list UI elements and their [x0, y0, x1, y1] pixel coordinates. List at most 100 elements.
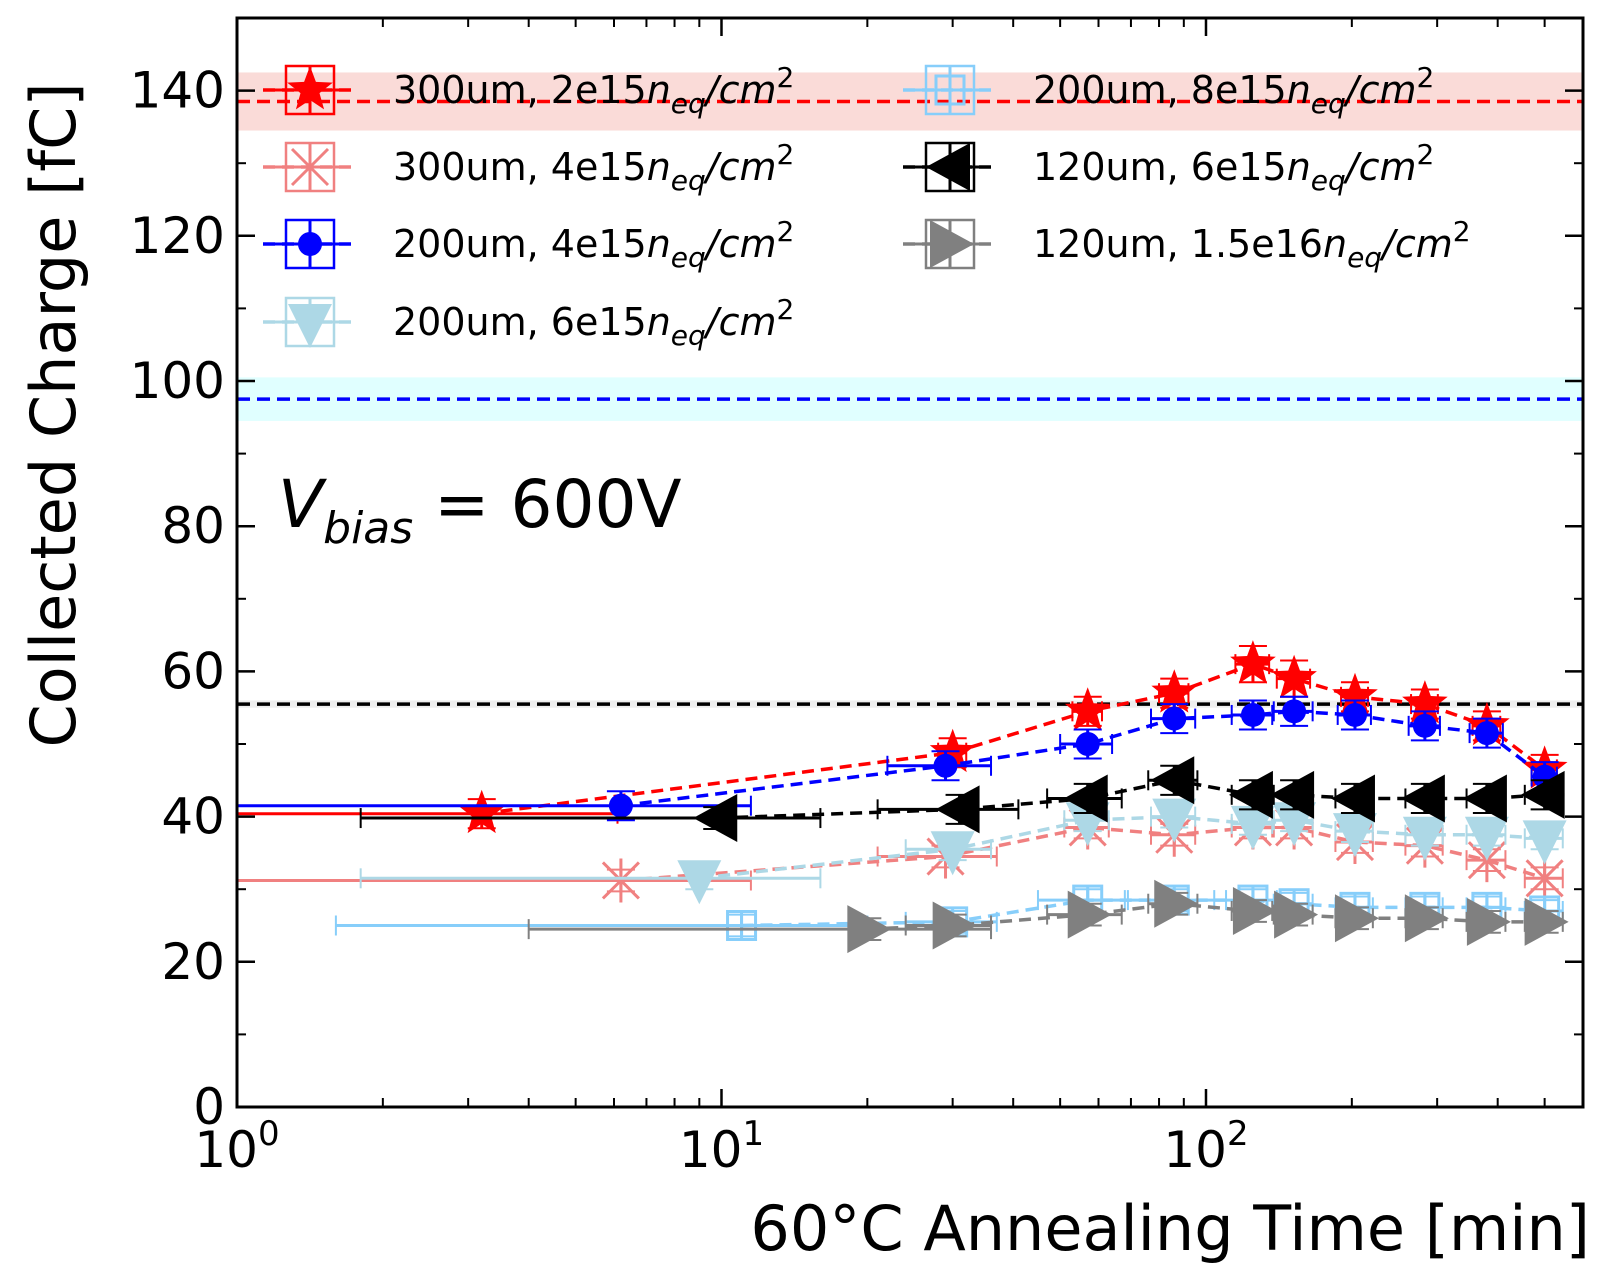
- series-200um-4e15neq-cm2-marker-8: [1474, 721, 1499, 746]
- legend-entry-300um-2e15neq-cm2-n: n: [647, 68, 671, 112]
- legend-entry-200um-4e15neq-cm2-errbox: [284, 218, 336, 270]
- series-300um-2e15neq-cm2-marker-7: [1402, 680, 1448, 724]
- series-120um-1-5e16neq-cm2-marker-5: [1274, 890, 1319, 939]
- legend-entry-200um-8e15neq-cm2: 200um, 8e15neq/cm2: [903, 61, 1434, 120]
- y-tick-label-120: 120: [130, 207, 225, 265]
- series-200um-6e15neq-cm2-marker-3: [1152, 798, 1197, 843]
- x-tick-base: 10: [194, 1121, 258, 1179]
- series-120um-6e15neq-cm2-marker-3: [1150, 756, 1195, 805]
- series-200um-4e15neq-cm2-marker-6: [1342, 702, 1367, 727]
- series-200um-6e15neq-cm2-marker-6: [1332, 813, 1377, 858]
- legend-entry-120um-1-5e16neq-cm2-n: n: [1323, 222, 1347, 266]
- legend-entry-300um-4e15neq-cm2-label: 300um, 4e15neq/cm2: [393, 138, 794, 197]
- series-120um-6e15neq-cm2-marker-0: [693, 794, 738, 843]
- y-axis-label: Collected Charge [fC]: [17, 82, 90, 747]
- series-200um-4e15neq-cm2-marker-3: [1162, 706, 1187, 731]
- legend-entry-200um-6e15neq-cm2-unit: /cm: [703, 300, 777, 344]
- series-200um-6e15neq-cm2-marker-9: [1522, 820, 1567, 865]
- bias-v: V: [278, 466, 327, 543]
- legend-entry-300um-2e15neq-cm2-prefix: 300um, 2e15: [393, 68, 647, 112]
- series-200um-4e15neq-cm2-marker-0: [608, 793, 633, 818]
- bias-value: = 600V: [413, 466, 681, 543]
- x-tick-base: 10: [1163, 1121, 1227, 1179]
- x-axis-label: 60°C Annealing Time [min]: [750, 1192, 1590, 1265]
- legend-entry-120um-1-5e16neq-cm2-superscript: 2: [1453, 215, 1471, 248]
- series-120um-1-5e16neq-cm2-marker-9: [1524, 897, 1569, 946]
- series-120um-1-5e16neq-cm2-marker-2: [1067, 890, 1112, 939]
- bias-subscript: bias: [323, 503, 413, 554]
- series-120um-6e15neq-cm2-marker-1: [935, 785, 980, 834]
- series-300um-2e15neq-cm2-marker-4: [1230, 640, 1276, 684]
- series-120um-1-5e16neq-cm2-marker-1: [932, 901, 977, 950]
- series-200um-4e15neq-cm2-marker-7: [1412, 713, 1437, 738]
- series-300um-2e15neq-cm2-marker-2: [1064, 687, 1111, 731]
- y-tick-label-60: 60: [161, 642, 225, 700]
- legend-entry-120um-6e15neq-cm2-prefix: 120um, 6e15: [1033, 145, 1287, 189]
- series-120um-6e15neq-cm2-marker-6: [1330, 774, 1375, 823]
- legend-entry-200um-8e15neq-cm2-subscript: eq: [1311, 87, 1346, 120]
- legend-entry-120um-6e15neq-cm2-marker: [926, 143, 970, 191]
- legend-entry-200um-6e15neq-cm2-label: 200um, 6e15neq/cm2: [393, 293, 794, 352]
- legend-entry-200um-6e15neq-cm2-marker: [288, 304, 332, 348]
- legend-entry-200um-6e15neq-cm2-superscript: 2: [777, 293, 795, 326]
- legend-entry-120um-1-5e16neq-cm2-unit: /cm: [1379, 222, 1453, 266]
- legend-entry-120um-6e15neq-cm2-unit: /cm: [1343, 145, 1417, 189]
- series-300um-2e15neq-cm2-marker-6: [1332, 672, 1378, 717]
- x-tick-exponent: 0: [258, 1114, 280, 1154]
- legend-entry-300um-4e15neq-cm2-unit: /cm: [703, 145, 777, 189]
- series-200um-6e15neq-cm2-marker-4: [1230, 805, 1275, 850]
- series-120um-6e15neq-cm2-marker-5: [1270, 770, 1315, 819]
- series-120um-1-5e16neq-cm2-marker-3: [1154, 879, 1199, 928]
- series-300um-2e15neq-cm2-marker-5: [1271, 654, 1317, 699]
- series-300um-2e15neq-cm2-marker-3: [1151, 669, 1198, 713]
- legend-entry-120um-1-5e16neq-cm2-marker: [930, 220, 974, 268]
- series-200um-4e15neq-cm2-marker-5: [1282, 699, 1307, 724]
- legend-entry-200um-4e15neq-cm2-superscript: 2: [777, 215, 795, 248]
- legend-entry-200um-6e15neq-cm2-prefix: 200um, 6e15: [393, 300, 647, 344]
- series-200um-4e15neq-cm2-marker-1: [933, 753, 958, 778]
- series-120um-6e15neq-cm2-marker-4: [1228, 770, 1273, 819]
- y-tick-label-20: 20: [161, 933, 225, 991]
- legend-entry-120um-6e15neq-cm2: 120um, 6e15neq/cm2: [903, 138, 1434, 197]
- y-tick-label-80: 80: [161, 497, 225, 555]
- series-200um-8e15neq-cm2-line: [741, 898, 1545, 928]
- legend-entry-300um-4e15neq-cm2-superscript: 2: [777, 138, 795, 171]
- legend-entry-200um-8e15neq-cm2-marker: [934, 74, 966, 106]
- legend-entry-300um-4e15neq-cm2-errbox: [284, 141, 336, 193]
- series-200um-6e15neq-cm2-marker-8: [1464, 816, 1509, 861]
- series-300um-2e15neq-cm2-line: [481, 662, 1546, 816]
- x-tick-exponent: 1: [742, 1114, 764, 1154]
- series-120um-6e15neq-cm2: [359, 756, 1565, 843]
- legend-entry-120um-6e15neq-cm2-superscript: 2: [1417, 138, 1435, 171]
- legend-entry-200um-4e15neq-cm2-n: n: [647, 222, 671, 266]
- y-tick-label-40: 40: [161, 788, 225, 846]
- y-tick-label-140: 140: [130, 62, 225, 120]
- series-200um-4e15neq-cm2-line: [620, 709, 1546, 808]
- legend-entry-300um-4e15neq-cm2: 300um, 4e15neq/cm2: [263, 138, 794, 197]
- series-120um-6e15neq-cm2-marker-7: [1400, 774, 1445, 823]
- series-300um-2e15neq-cm2-marker-0: [458, 789, 505, 834]
- series-120um-1-5e16neq-cm2-marker-7: [1404, 894, 1449, 943]
- legend-entry-200um-8e15neq-cm2-errbox: [924, 64, 976, 116]
- y-tick-label-100: 100: [130, 352, 225, 410]
- legend-entry-120um-1-5e16neq-cm2-subscript: eq: [1347, 241, 1382, 274]
- series-300um-4e15neq-cm2-marker-0: [601, 858, 640, 903]
- x-tick-label-100: 102: [1163, 1114, 1248, 1179]
- x-tick-exponent: 2: [1227, 1114, 1249, 1154]
- legend-entry-200um-4e15neq-cm2-label: 200um, 4e15neq/cm2: [393, 215, 794, 274]
- legend-entry-300um-2e15neq-cm2-marker: [287, 66, 333, 110]
- series-120um-1-5e16neq-cm2-marker-8: [1466, 897, 1511, 946]
- series-120um-6e15neq-cm2-marker-9: [1520, 770, 1565, 819]
- legend-entry-120um-6e15neq-cm2-n: n: [1287, 145, 1311, 189]
- legend-entry-200um-8e15neq-cm2-superscript: 2: [1417, 61, 1435, 94]
- legend-entry-300um-4e15neq-cm2-subscript: eq: [671, 164, 706, 197]
- legend-entry-200um-4e15neq-cm2-subscript: eq: [671, 241, 706, 274]
- legend-entry-300um-2e15neq-cm2: 300um, 2e15neq/cm2: [263, 61, 794, 120]
- legend-entry-300um-2e15neq-cm2-label: 300um, 2e15neq/cm2: [393, 61, 794, 120]
- legend-entry-200um-8e15neq-cm2-unit: /cm: [1343, 68, 1417, 112]
- legend-entry-200um-6e15neq-cm2: 200um, 6e15neq/cm2: [263, 293, 794, 352]
- legend-entry-300um-4e15neq-cm2-marker: [290, 145, 330, 189]
- legend-entry-200um-4e15neq-cm2: 200um, 4e15neq/cm2: [263, 215, 794, 274]
